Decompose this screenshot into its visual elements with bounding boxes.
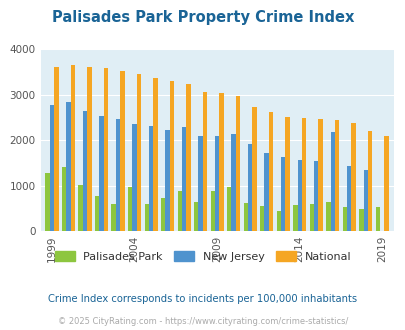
Bar: [111, 204, 116, 231]
Text: Palisades Park Property Crime Index: Palisades Park Property Crime Index: [52, 10, 353, 25]
Text: © 2025 CityRating.com - https://www.cityrating.com/crime-statistics/: © 2025 CityRating.com - https://www.city…: [58, 317, 347, 326]
Bar: [235, 96, 240, 231]
Bar: [104, 68, 108, 231]
Bar: [309, 204, 313, 231]
Bar: [318, 119, 322, 231]
Bar: [292, 205, 297, 231]
Bar: [358, 209, 362, 231]
Bar: [367, 131, 371, 231]
Bar: [210, 191, 215, 231]
Bar: [181, 127, 186, 231]
Bar: [186, 83, 190, 231]
Bar: [334, 120, 339, 231]
Bar: [301, 117, 306, 231]
Bar: [226, 186, 231, 231]
Bar: [62, 167, 66, 231]
Bar: [375, 208, 379, 231]
Bar: [252, 107, 256, 231]
Bar: [45, 173, 50, 231]
Text: Crime Index corresponds to incidents per 100,000 inhabitants: Crime Index corresponds to incidents per…: [48, 294, 357, 304]
Bar: [202, 92, 207, 231]
Bar: [66, 102, 71, 231]
Bar: [120, 71, 125, 231]
Bar: [259, 206, 264, 231]
Bar: [78, 185, 83, 231]
Bar: [313, 161, 318, 231]
Bar: [132, 124, 136, 231]
Bar: [346, 166, 351, 231]
Bar: [243, 203, 247, 231]
Bar: [330, 132, 334, 231]
Bar: [276, 212, 280, 231]
Bar: [54, 67, 59, 231]
Bar: [153, 78, 158, 231]
Bar: [264, 153, 268, 231]
Bar: [325, 202, 330, 231]
Bar: [99, 116, 104, 231]
Bar: [170, 81, 174, 231]
Bar: [268, 112, 273, 231]
Bar: [71, 65, 75, 231]
Bar: [247, 144, 252, 231]
Bar: [144, 204, 149, 231]
Bar: [198, 136, 202, 231]
Bar: [116, 119, 120, 231]
Bar: [215, 136, 219, 231]
Bar: [149, 126, 153, 231]
Bar: [50, 105, 54, 231]
Bar: [362, 170, 367, 231]
Bar: [280, 157, 285, 231]
Bar: [285, 117, 289, 231]
Bar: [161, 198, 165, 231]
Bar: [297, 160, 301, 231]
Bar: [177, 191, 181, 231]
Bar: [231, 134, 235, 231]
Bar: [219, 93, 223, 231]
Bar: [128, 187, 132, 231]
Bar: [384, 136, 388, 231]
Legend: Palisades Park, New Jersey, National: Palisades Park, New Jersey, National: [50, 247, 355, 267]
Bar: [83, 111, 87, 231]
Bar: [342, 207, 346, 231]
Bar: [165, 130, 170, 231]
Bar: [136, 75, 141, 231]
Bar: [351, 123, 355, 231]
Bar: [87, 67, 92, 231]
Bar: [95, 196, 99, 231]
Bar: [194, 202, 198, 231]
